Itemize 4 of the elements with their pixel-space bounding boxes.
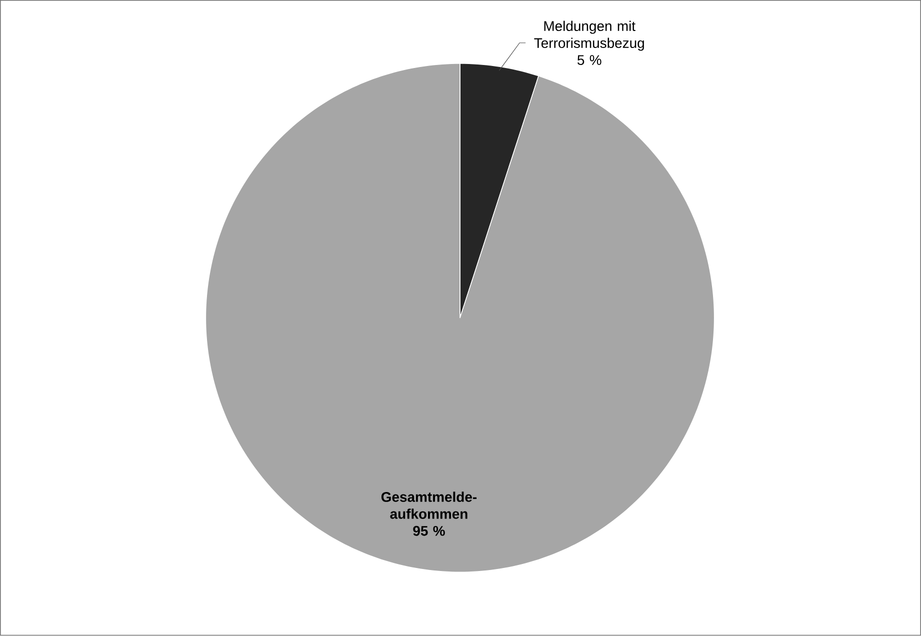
data-label: 95 % xyxy=(413,526,445,536)
slice-label: Gesamtmelde-aufkommen xyxy=(381,492,477,520)
slice-label: Meldungen mit Terrorismusbezug xyxy=(534,20,644,51)
data-label: 5 % xyxy=(578,55,602,66)
